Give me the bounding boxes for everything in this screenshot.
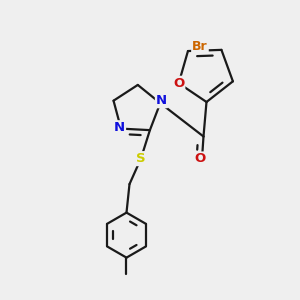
Text: N: N (156, 94, 167, 107)
Text: N: N (114, 121, 125, 134)
Text: O: O (195, 152, 206, 166)
Text: Br: Br (192, 40, 208, 53)
Text: S: S (136, 152, 146, 165)
Text: O: O (173, 77, 184, 90)
